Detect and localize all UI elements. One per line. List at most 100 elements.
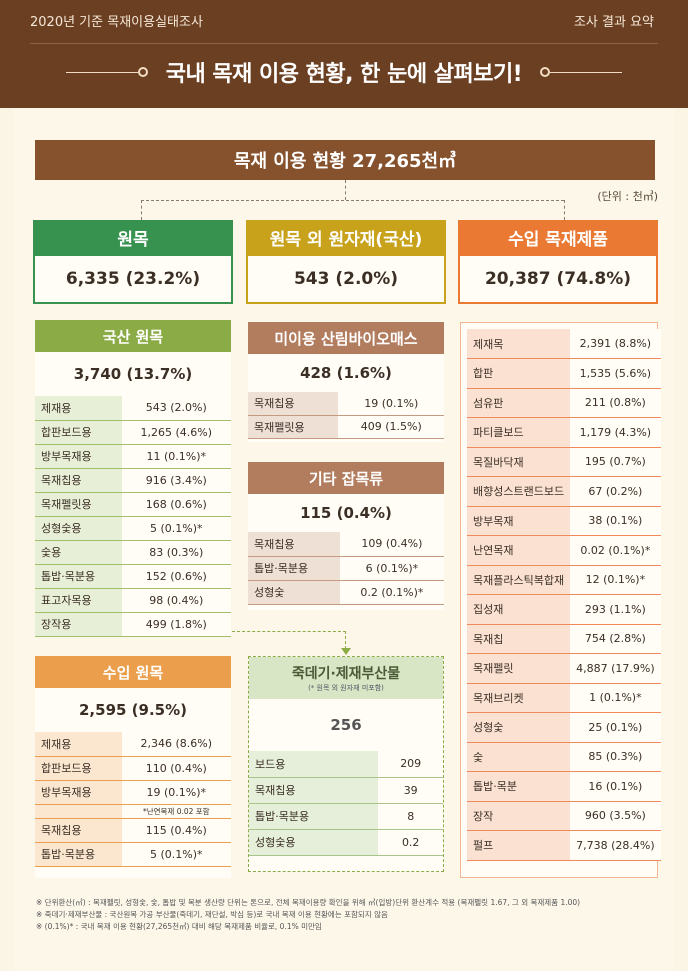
- row-label: 목재펠릿용: [248, 415, 339, 439]
- misc-label: 기타 잡목류: [248, 462, 444, 494]
- table-row: 톱밥·목분용 6 (0.1%)*: [248, 556, 444, 581]
- table-row: 제재용 2,346 (8.6%): [35, 732, 231, 757]
- row-label: 파티클보드: [467, 417, 571, 448]
- footnote: ※ 죽데기·제재부산물 : 국산원목 가공 부산물(죽데기, 재단설, 박심 등…: [36, 910, 388, 919]
- row-label: 성형숯용: [249, 829, 379, 856]
- imported-raw-label: 수입 원목: [35, 656, 231, 688]
- row-value: 109 (0.4%): [339, 532, 444, 557]
- row-label: 난연목재: [467, 535, 571, 566]
- table-row: 목재펠릿용 409 (1.5%): [248, 415, 444, 439]
- row-label: 펄프: [467, 830, 571, 861]
- connector: [345, 631, 346, 649]
- table-row: 성형숯 25 (0.1%): [467, 712, 661, 743]
- table-row: 합판보드용 1,265 (4.6%): [35, 420, 231, 445]
- table-row: 섬유판 211 (0.8%): [467, 388, 661, 418]
- category-import-label: 수입 목재제품: [458, 220, 658, 254]
- table-row: 장작용 499 (1.8%): [35, 612, 231, 637]
- row-label: 톱밥·목분용: [35, 842, 122, 867]
- imported-raw-total: 2,595 (9.5%): [79, 701, 187, 719]
- row-value: 4,887 (17.9%): [570, 653, 661, 684]
- row-value: 543 (2.0%): [121, 396, 231, 421]
- row-label: 성형숯: [467, 712, 571, 743]
- table-row: 톱밥·목분용 5 (0.1%)*: [35, 842, 231, 867]
- byproduct-table: 보드용 209 목재칩용 39 톱밥·목분용 8 성형숯용 0.2: [249, 751, 443, 856]
- table-row: 숯용 83 (0.3%): [35, 540, 231, 565]
- row-label: 성형숯용: [35, 516, 122, 541]
- domestic-raw-total: 3,740 (13.7%): [73, 365, 193, 383]
- row-label: 목재펠릿: [467, 653, 571, 684]
- table-row: 톱밥·목분용 152 (0.6%): [35, 564, 231, 589]
- row-value: 960 (3.5%): [570, 801, 661, 831]
- row-label: 목재펠릿용: [35, 492, 122, 517]
- unit-label: (단위 : 천㎥): [597, 190, 658, 203]
- row-label: 목재칩: [467, 624, 571, 654]
- row-value: 409 (1.5%): [338, 415, 444, 439]
- table-row: 방부목재용 19 (0.1%)*: [35, 780, 231, 805]
- table-row: 보드용 209: [249, 751, 443, 778]
- row-value: 2,346 (8.6%): [121, 732, 231, 757]
- row-label: 목재칩용: [248, 532, 340, 557]
- table-row: 목재칩용 19 (0.1%): [248, 392, 444, 416]
- row-value: 1 (0.1%)*: [570, 683, 661, 713]
- table-row: 성형숯 0.2 (0.1%)*: [248, 580, 444, 605]
- domestic-raw-section: 국산 원목 3,740 (13.7%) 제재용 543 (2.0%) 합판보드용 1,…: [35, 320, 231, 637]
- category-other-label: 원목 외 원자재(국산): [246, 220, 446, 254]
- title-dot-right-icon: [540, 67, 551, 77]
- table-row: 목재펠릿용 168 (0.6%): [35, 492, 231, 517]
- row-label: 숯용: [35, 540, 122, 565]
- row-label: 합판보드용: [35, 420, 122, 445]
- footnote: ※ 단위환산(㎥) : 목재펠릿, 성형숯, 숯, 톱밥 및 목분 생산량 단위…: [36, 898, 581, 907]
- survey-label: 2020년 기준 목재이용실태조사: [30, 14, 203, 30]
- row-value: 11 (0.1%)*: [121, 444, 231, 469]
- row-value: 83 (0.3%): [121, 540, 231, 565]
- table-row: 목재칩용 115 (0.4%): [35, 818, 231, 843]
- row-label: 목재칩용: [35, 468, 122, 493]
- row-label: 목재플라스틱복합재: [467, 565, 571, 595]
- table-row: 목재칩용 916 (3.4%): [35, 468, 231, 493]
- table-row: 배향성스트랜드보드 67 (0.2%): [467, 476, 661, 507]
- table-row: 목재칩용 39: [249, 777, 443, 804]
- table-row: 성형숯용 0.2: [249, 829, 443, 856]
- table-row: 목재펠릿 4,887 (17.9%): [467, 653, 661, 684]
- table-row: 난연목재 0.02 (0.1%)*: [467, 535, 661, 566]
- row-label: 톱밥·목분: [467, 771, 571, 802]
- table-row: 표고자목용 98 (0.4%): [35, 588, 231, 613]
- biomass-section: 미이용 산림바이오매스 428 (1.6%) 목재칩용 19 (0.1%) 목재펠릿…: [248, 322, 444, 442]
- byproduct-header: 죽데기·제재부산물 (* 원목 외 원자재 미포함): [249, 657, 443, 699]
- byproduct-total: 256: [330, 716, 362, 734]
- row-value: 0.2: [378, 829, 443, 856]
- row-value: 2,391 (8.8%): [570, 329, 661, 359]
- table-row: 톱밥·목분 16 (0.1%): [467, 771, 661, 802]
- row-value: 209: [378, 751, 443, 778]
- import-products-section: 제재목 2,391 (8.8%) 합판 1,535 (5.6%) 섬유판 211 (0.8…: [460, 322, 661, 878]
- row-value: 1,535 (5.6%): [570, 358, 661, 389]
- connector: [345, 180, 346, 200]
- table-row: 목질바닥재 195 (0.7%): [467, 447, 661, 477]
- row-value: 25 (0.1%): [570, 712, 661, 743]
- row-label: 목재칩용: [249, 777, 379, 804]
- misc-total: 115 (0.4%): [300, 504, 392, 522]
- title-dot-left-icon: [137, 67, 148, 77]
- arrow-down-icon: [341, 648, 351, 655]
- row-label: 목재브리켓: [467, 683, 571, 713]
- title-dash-left: [65, 71, 138, 73]
- table-row: 집성재 293 (1.1%): [467, 594, 661, 625]
- row-value: 85 (0.3%): [570, 742, 661, 772]
- row-value: 98 (0.4%): [121, 588, 231, 613]
- table-row: 합판보드용 110 (0.4%): [35, 756, 231, 781]
- row-value: 195 (0.7%): [570, 447, 661, 477]
- category-other-value: 543 (2.0%): [246, 254, 446, 304]
- table-row: 톱밥·목분용 8: [249, 803, 443, 830]
- row-label: 배향성스트랜드보드: [467, 476, 571, 507]
- row-label: 톱밥·목분용: [35, 564, 122, 589]
- row-label: 제재목: [467, 329, 571, 359]
- domestic-raw-label: 국산 원목: [35, 320, 231, 352]
- connector: [141, 200, 142, 220]
- table-row: 합판 1,535 (5.6%): [467, 358, 661, 389]
- table-row: 방부목재 38 (0.1%): [467, 506, 661, 536]
- row-value: 168 (0.6%): [121, 492, 231, 517]
- row-value: 16 (0.1%): [570, 771, 661, 802]
- row-value: 12 (0.1%)*: [570, 565, 661, 595]
- row-value: 211 (0.8%): [570, 388, 661, 418]
- total-bar: 목재 이용 현황 27,265천㎥: [35, 140, 655, 180]
